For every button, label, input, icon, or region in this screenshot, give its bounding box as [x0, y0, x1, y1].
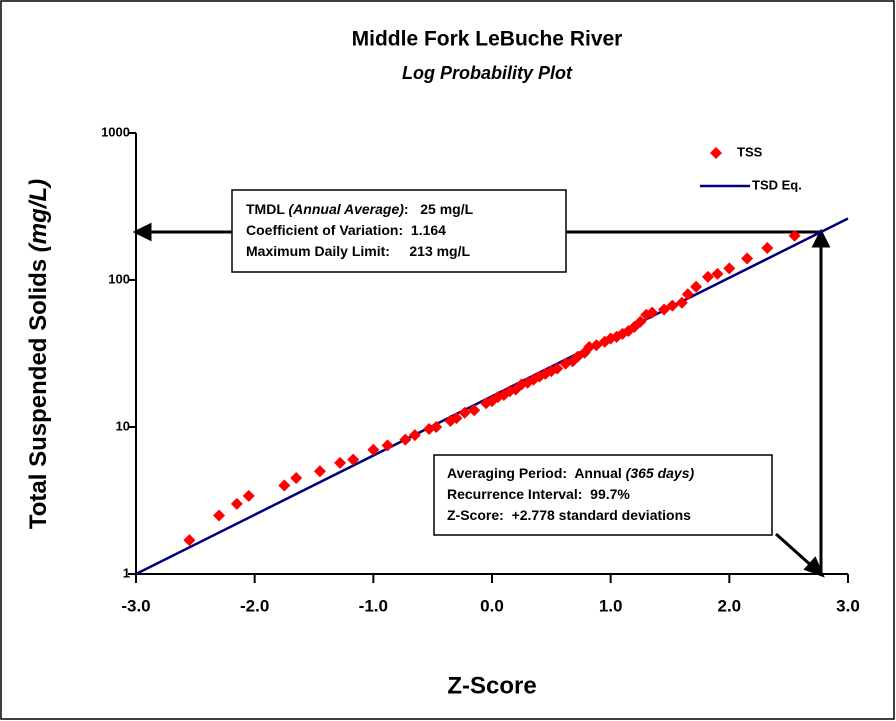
y-tick-label: 10	[116, 418, 130, 433]
x-tick-label: -1.0	[359, 596, 388, 615]
data-point	[711, 267, 724, 280]
data-point	[761, 242, 774, 255]
data-point	[408, 429, 421, 442]
data-point	[278, 479, 291, 492]
data-point	[741, 252, 754, 265]
data-point	[399, 433, 412, 446]
data-point	[723, 262, 736, 275]
annotation-text: (365 days)	[626, 465, 695, 481]
annotation-line: Averaging Period: Annual (365 days)	[447, 465, 694, 481]
x-tick-label: -2.0	[240, 596, 269, 615]
legend-label: TSS	[737, 144, 763, 159]
y-tick-label: 1	[123, 565, 130, 580]
data-point	[313, 465, 326, 478]
annotation-box	[231, 189, 567, 273]
x-tick-label: 1.0	[599, 596, 623, 615]
arrow	[774, 532, 816, 570]
data-point	[183, 534, 196, 547]
y-axis-title-part: Total Suspended Solids	[25, 252, 52, 529]
data-point	[690, 280, 703, 293]
annotation-box	[433, 454, 773, 536]
annotation-line: Coefficient of Variation: 1.164	[246, 222, 446, 238]
x-axis-title: Z-Score	[447, 672, 536, 699]
annotation-text: Averaging Period: Annual	[447, 465, 626, 481]
annotation-text: Maximum Daily Limit: 213 mg/L	[246, 243, 471, 259]
data-point	[646, 306, 659, 319]
data-point	[468, 404, 481, 417]
arrowhead	[811, 228, 831, 248]
x-tick-label: -3.0	[121, 596, 150, 615]
arrowhead	[803, 556, 825, 578]
legend-label: TSD Eq.	[752, 177, 802, 192]
annotation-text: Coefficient of Variation: 1.164	[246, 222, 446, 238]
annotation-line: Recurrence Interval: 99.7%	[447, 486, 630, 502]
annotation-line: Maximum Daily Limit: 213 mg/L	[246, 243, 471, 259]
data-point	[658, 303, 671, 316]
data-point	[430, 421, 443, 433]
data-point	[230, 497, 243, 510]
x-tick-label: 2.0	[718, 596, 742, 615]
legend-swatch	[710, 147, 722, 159]
data-point	[701, 270, 714, 283]
data-point	[290, 471, 303, 484]
y-tick-label: 100	[108, 271, 130, 286]
data-point	[334, 456, 347, 469]
chart-title: Middle Fork LeBuche River	[352, 28, 623, 51]
data-point	[242, 489, 255, 502]
data-point	[450, 412, 463, 425]
data-point	[551, 362, 564, 375]
data-point	[788, 229, 801, 242]
y-axis-title-part: (mg/L)	[25, 179, 52, 252]
data-point	[367, 443, 380, 456]
annotation-text: : 25 mg/L	[404, 201, 474, 217]
data-point	[458, 406, 471, 419]
annotation-text: Z-Score: +2.778 standard deviations	[447, 507, 691, 523]
annotation-line: Z-Score: +2.778 standard deviations	[447, 507, 691, 523]
data-point	[681, 288, 694, 301]
y-tick-label: 1000	[101, 124, 130, 139]
annotation-text: Recurrence Interval: 99.7%	[447, 486, 630, 502]
arrowhead	[132, 222, 152, 242]
data-point	[675, 296, 688, 309]
data-point	[213, 509, 226, 522]
chart-subtitle: Log Probability Plot	[402, 63, 573, 83]
annotation-line: TMDL (Annual Average): 25 mg/L	[246, 201, 474, 217]
data-point	[634, 315, 647, 328]
data-point	[347, 453, 360, 466]
data-point	[381, 439, 394, 452]
x-tick-label: 3.0	[836, 596, 860, 615]
data-point	[666, 299, 679, 312]
annotation-text: TMDL	[246, 201, 289, 217]
x-tick-label: 0.0	[480, 596, 504, 615]
annotation-text: (Annual Average)	[289, 201, 405, 217]
y-axis-title: Total Suspended Solids (mg/L)	[25, 179, 52, 529]
